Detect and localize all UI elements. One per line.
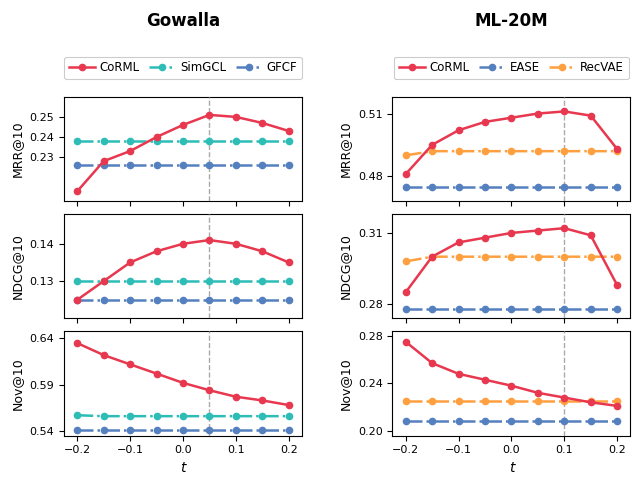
Y-axis label: NDCG@10: NDCG@10	[11, 233, 24, 299]
Legend: CoRML, SimGCL, GFCF: CoRML, SimGCL, GFCF	[65, 57, 301, 79]
Text: ML-20M: ML-20M	[475, 12, 548, 30]
Y-axis label: MRR@10: MRR@10	[339, 121, 352, 178]
Y-axis label: NDCG@10: NDCG@10	[339, 233, 352, 299]
Legend: CoRML, EASE, RecVAE: CoRML, EASE, RecVAE	[394, 57, 628, 79]
Y-axis label: Nov@10: Nov@10	[339, 357, 352, 409]
X-axis label: t: t	[509, 461, 514, 475]
Text: Gowalla: Gowalla	[146, 12, 220, 30]
Y-axis label: MRR@10: MRR@10	[11, 121, 24, 178]
X-axis label: t: t	[180, 461, 186, 475]
Y-axis label: Nov@10: Nov@10	[11, 357, 24, 409]
